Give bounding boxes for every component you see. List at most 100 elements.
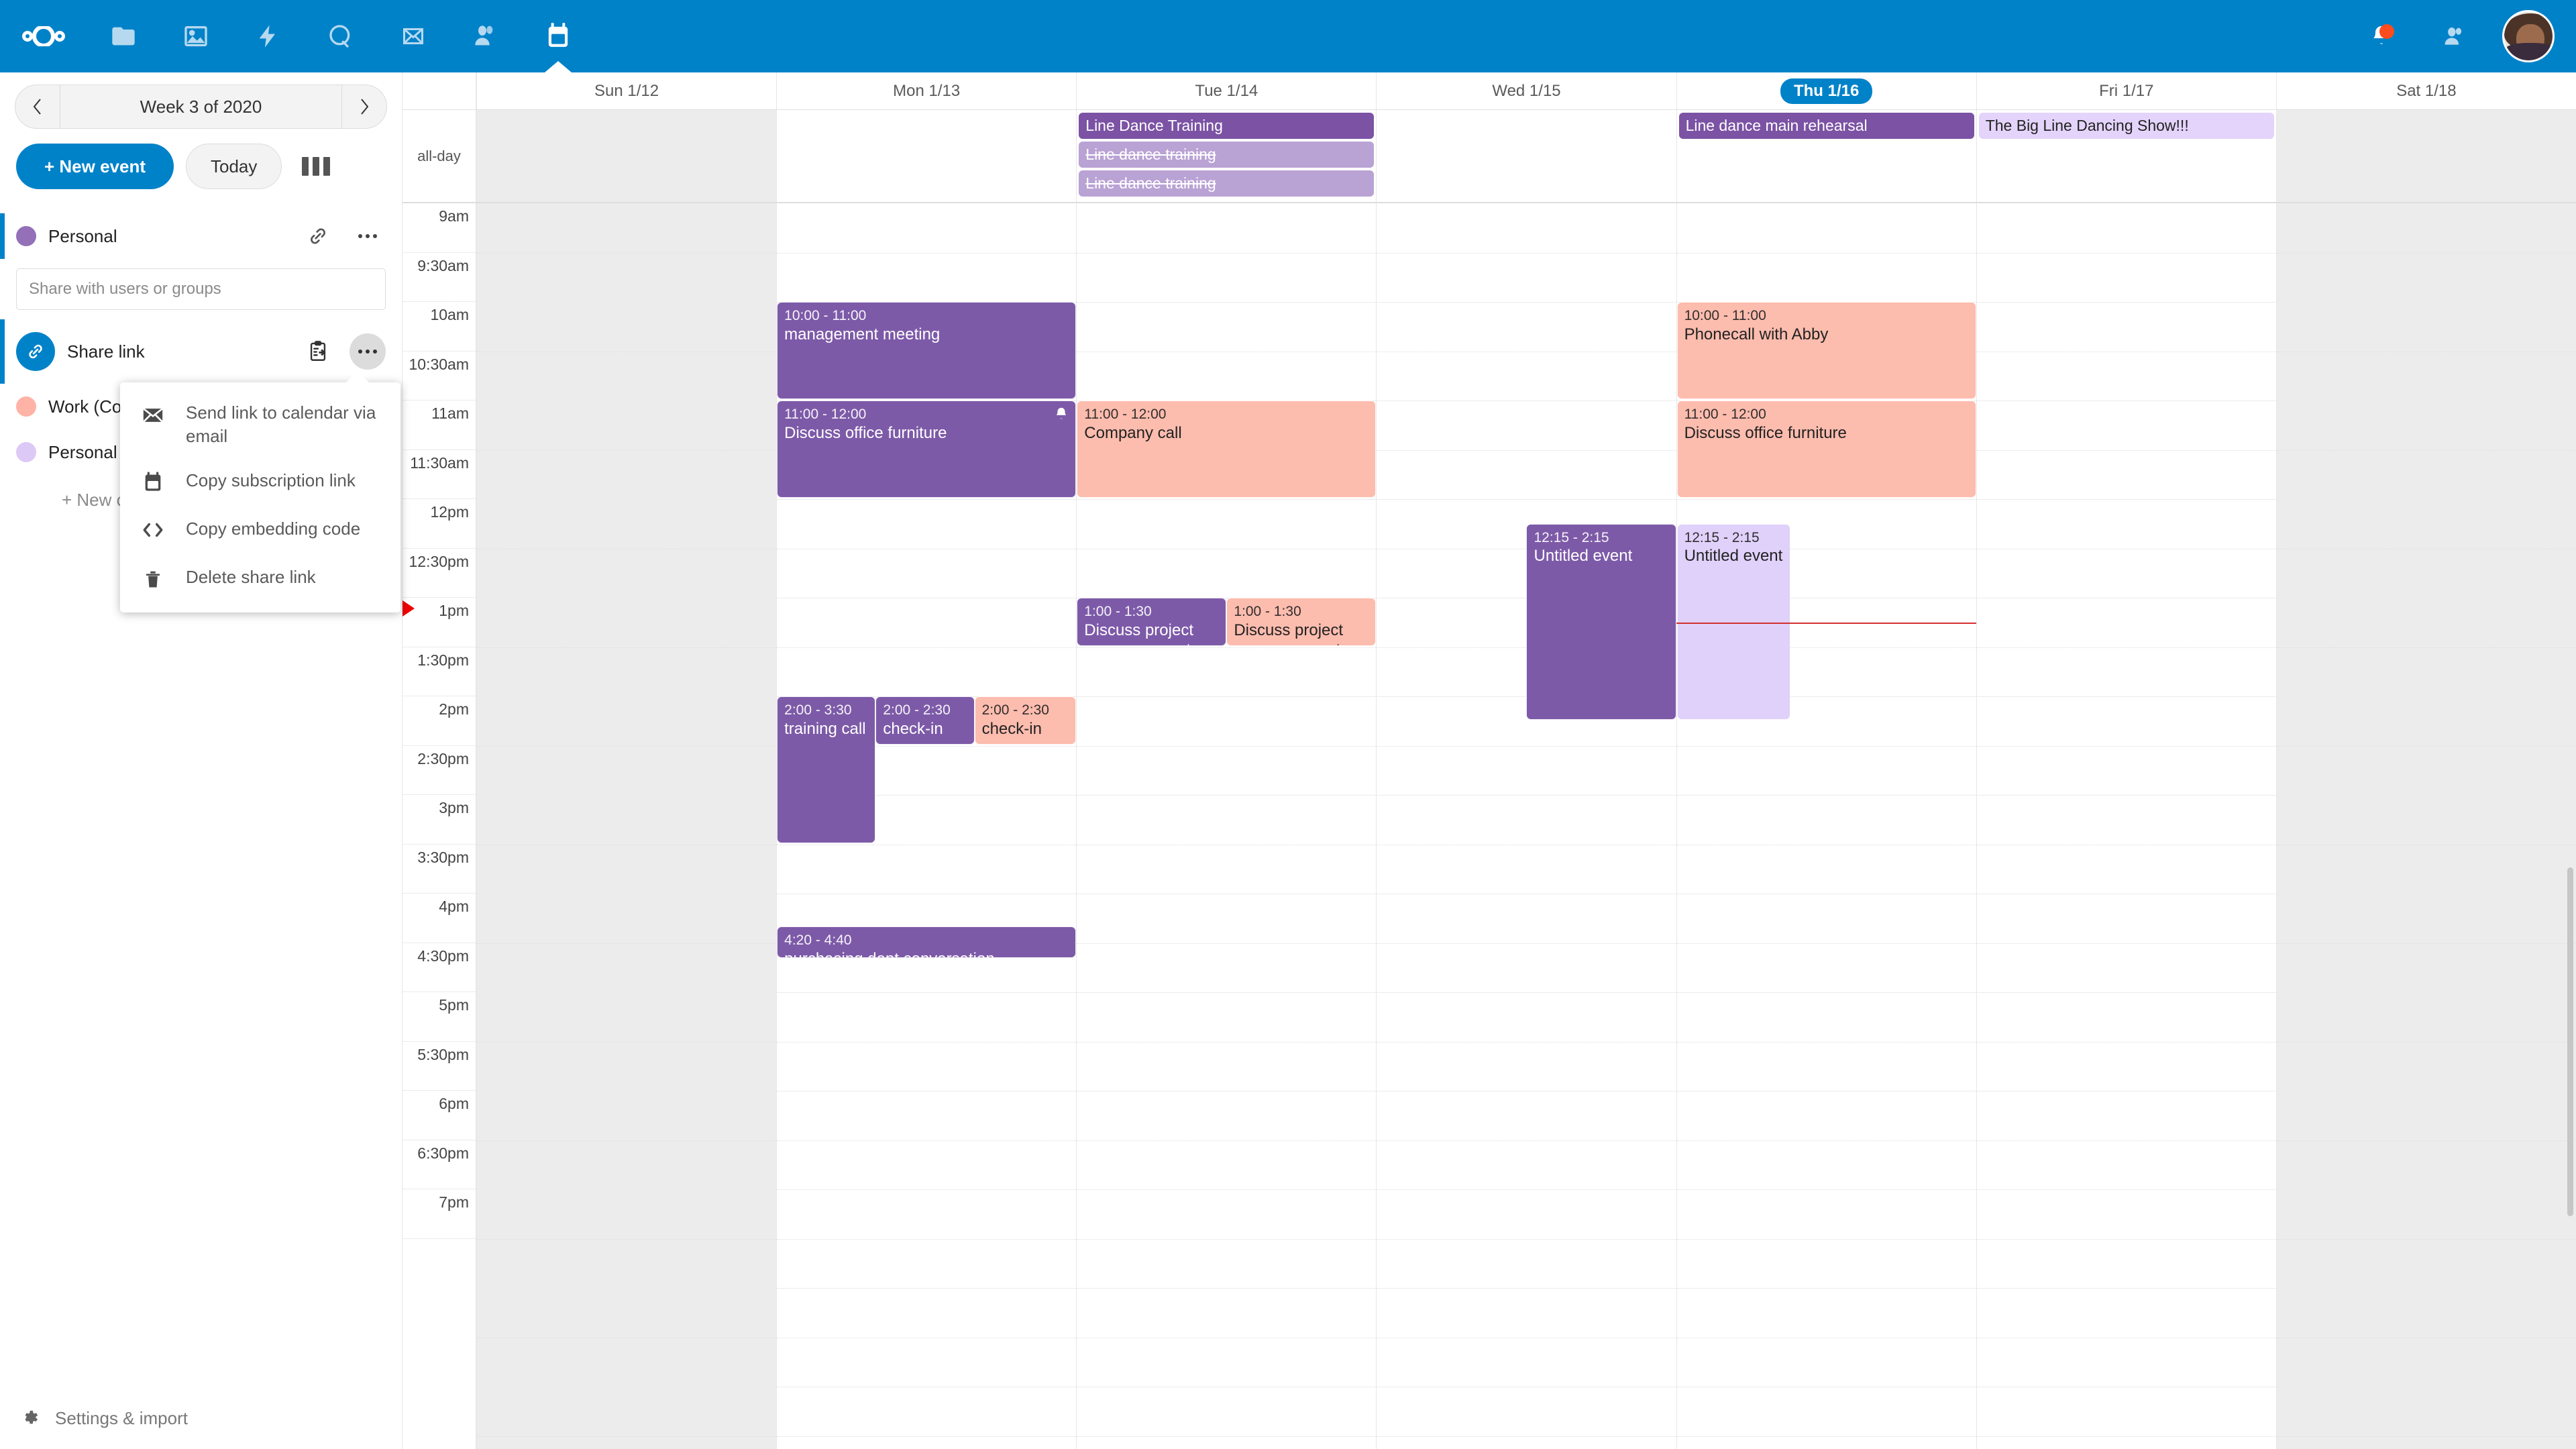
calendar-event[interactable]: 2:00 - 2:30 check-in (974, 696, 1077, 745)
all-day-event[interactable]: Line dance main rehearsal (1678, 113, 1974, 139)
calendar-icon[interactable] (522, 0, 594, 72)
all-day-event[interactable]: Line Dance Training (1079, 113, 1375, 139)
day-header-2[interactable]: Tue 1/14 (1076, 72, 1376, 109)
nextcloud-logo[interactable] (0, 26, 87, 46)
menu-item-delete-share-link[interactable]: Delete share link (120, 555, 400, 603)
share-link-context-menu: Send link to calendar via email Copy sub… (120, 370, 400, 613)
notifications-bell-icon[interactable] (2345, 0, 2418, 72)
sidebar: Week 3 of 2020 + New event Today Persona… (0, 72, 402, 1449)
time-grid-scroll[interactable]: 9am 9:30am 10am 10:30am 11am 11:30am 12pm 12:30… (402, 203, 2576, 1449)
time-label: 6pm (439, 1095, 469, 1112)
share-link-toggle-icon[interactable] (300, 218, 336, 254)
new-event-button[interactable]: + New event (16, 144, 174, 189)
event-title: Discuss project announcement (1234, 621, 1344, 645)
calendar-event[interactable]: 10:00 - 11:00 management meeting (777, 302, 1077, 399)
next-week-button[interactable] (342, 85, 386, 128)
calendar-event[interactable]: 4:20 - 4:40purchasing dept conversation (777, 926, 1077, 959)
previous-week-button[interactable] (15, 85, 60, 128)
event-title: Untitled event (1534, 547, 1633, 566)
event-time: 11:00 - 12:00 (1084, 407, 1167, 422)
copy-link-clipboard-icon[interactable] (300, 333, 336, 370)
week-title[interactable]: Week 3 of 2020 (60, 85, 342, 128)
share-link-more-menu-icon[interactable] (350, 333, 386, 370)
day-column-0[interactable] (476, 203, 777, 1449)
time-slot: 9:30am (402, 253, 476, 302)
calendar-event[interactable]: 11:00 - 12:00 Discuss office furniture (777, 400, 1077, 498)
mail-icon[interactable] (377, 0, 449, 72)
day-column-1[interactable]: 10:00 - 11:00 management meeting 11:00 - 1… (776, 203, 1077, 1449)
search-app-icon[interactable] (305, 0, 377, 72)
time-slot: 10am (402, 302, 476, 352)
grid-line (2276, 992, 2576, 993)
time-label: 1:30pm (417, 651, 469, 669)
calendar-event[interactable]: 11:00 - 12:00 Company call (1077, 400, 1377, 498)
day-header-0[interactable]: Sun 1/12 (476, 72, 776, 109)
day-column-6[interactable] (2275, 203, 2576, 1449)
share-with-users-input[interactable]: Share with users or groups (16, 268, 386, 310)
contacts-menu-icon[interactable] (2418, 0, 2490, 72)
all-day-column-2[interactable]: Line Dance Training Line dance training Li… (1076, 110, 1376, 202)
event-time: 2:00 - 2:30 (981, 702, 1049, 718)
all-day-column-0[interactable] (476, 110, 777, 202)
activity-icon[interactable] (232, 0, 305, 72)
contacts-icon[interactable] (449, 0, 522, 72)
user-avatar[interactable] (2502, 10, 2555, 62)
share-link-row[interactable]: Share link (0, 319, 402, 384)
day-column-5[interactable] (1976, 203, 2276, 1449)
event-title: Discuss project announcement (1084, 621, 1193, 645)
time-slot: 12:30pm (402, 549, 476, 598)
grid-line (1377, 499, 1676, 500)
email-icon (138, 401, 168, 427)
photos-icon[interactable] (160, 0, 232, 72)
vertical-scrollbar[interactable] (2567, 867, 2573, 1216)
menu-item-send-link-email[interactable]: Send link to calendar via email (120, 390, 400, 458)
all-day-column-1[interactable] (776, 110, 1076, 202)
date-navigation: Week 3 of 2020 (15, 85, 387, 129)
grid-line (477, 943, 777, 944)
calendar-event[interactable]: 2:00 - 3:30 training call (777, 696, 876, 843)
all-day-column-5[interactable]: The Big Line Dancing Show!!! (1976, 110, 2276, 202)
all-day-event[interactable]: Line dance training (1079, 170, 1375, 197)
day-column-4[interactable]: 12:15 - 2:15 Untitled event 10:00 - 11:00 P… (1676, 203, 1976, 1449)
day-header-6[interactable]: Sat 1/18 (2275, 72, 2576, 109)
grid-line (1377, 449, 1676, 451)
grid-line (2276, 1288, 2576, 1289)
all-day-column-6[interactable] (2275, 110, 2576, 202)
settings-and-import-link[interactable]: Settings & import (0, 1387, 402, 1449)
menu-item-copy-subscription-link[interactable]: Copy subscription link (120, 458, 400, 506)
day-header-3[interactable]: Wed 1/15 (1376, 72, 1676, 109)
grid-line (477, 302, 777, 303)
time-label: 3:30pm (417, 848, 469, 866)
time-label: 11am (431, 405, 469, 422)
grid-line (1077, 1238, 1377, 1240)
all-day-column-3[interactable] (1376, 110, 1676, 202)
calendar-event[interactable]: 1:00 - 1:30 Discuss project announcement (1077, 598, 1227, 646)
calendar-item-personal[interactable]: Personal (0, 213, 402, 259)
menu-item-copy-embedding-code[interactable]: Copy embedding code (120, 506, 400, 555)
all-day-event[interactable]: Line dance training (1079, 142, 1375, 168)
grid-line (1377, 252, 1676, 254)
day-header-1[interactable]: Mon 1/13 (776, 72, 1076, 109)
grid-line (2276, 696, 2576, 697)
calendar-more-menu-icon[interactable] (350, 218, 386, 254)
day-label: Sat 1/18 (2396, 81, 2457, 100)
calendar-event[interactable]: 12:15 - 2:15 Untitled event (1526, 523, 1676, 720)
day-header-4[interactable]: Thu 1/16 (1676, 72, 1976, 109)
calendar-event[interactable]: 10:00 - 11:00 Phonecall with Abby (1676, 302, 1976, 399)
calendar-event[interactable]: 2:00 - 2:30 check-in (875, 696, 975, 745)
day-column-2[interactable]: 11:00 - 12:00 Company call 1:00 - 1:30 Disc… (1076, 203, 1377, 1449)
day-header-5[interactable]: Fri 1/17 (1976, 72, 2276, 109)
calendar-event[interactable]: 11:00 - 12:00 Discuss office furniture (1676, 400, 1976, 498)
grid-line (1077, 992, 1377, 993)
grid-line (777, 1288, 1077, 1289)
calendar-event[interactable]: 12:15 - 2:15 Untitled event (1676, 523, 1791, 720)
week-view-icon[interactable] (302, 157, 331, 176)
all-day-column-4[interactable]: Line dance main rehearsal (1676, 110, 1976, 202)
calendar-color-dot (16, 442, 36, 462)
today-button[interactable]: Today (186, 144, 282, 189)
time-label: 9am (439, 207, 469, 225)
all-day-event[interactable]: The Big Line Dancing Show!!! (1978, 113, 2274, 139)
files-icon[interactable] (87, 0, 160, 72)
day-column-3[interactable]: 12:15 - 2:15 Untitled event (1376, 203, 1676, 1449)
calendar-event[interactable]: 1:00 - 1:30 Discuss project announcement (1226, 598, 1377, 646)
